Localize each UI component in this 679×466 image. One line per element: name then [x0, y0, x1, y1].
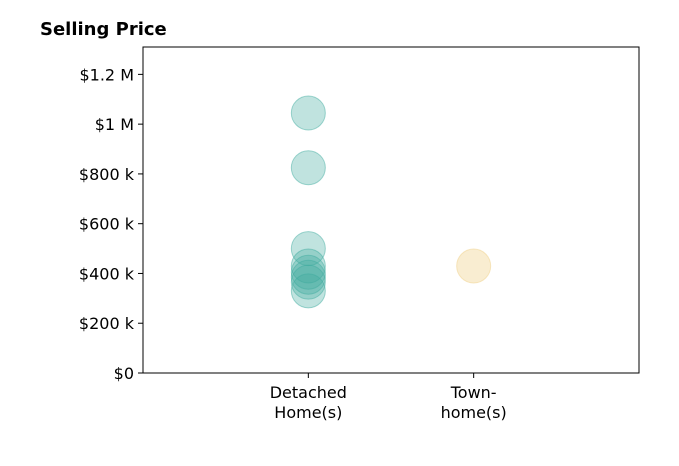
data-point: [290, 254, 326, 290]
data-point: [456, 248, 492, 284]
y-tick-label: $1.2 M: [79, 65, 134, 84]
y-tick-label: $0: [114, 364, 134, 383]
chart-title: Selling Price: [40, 19, 167, 40]
x-tick-label: home(s): [441, 403, 507, 422]
data-points: [290, 95, 492, 309]
x-tick-label: Home(s): [274, 403, 342, 422]
x-tick-label: Detached: [270, 383, 347, 402]
data-point: [290, 231, 326, 267]
y-tick-label: $400 k: [79, 264, 135, 283]
y-tick-label: $1 M: [95, 115, 134, 134]
data-point: [290, 95, 326, 131]
y-axis: $0 $200 k $400 k $600 k $800 k $1 M $1.2 M: [79, 65, 143, 383]
data-point: [290, 248, 326, 284]
plot-area: [142, 46, 640, 374]
y-tick-label: $600 k: [79, 215, 135, 234]
data-point: [290, 264, 326, 300]
y-tick-label: $200 k: [79, 314, 135, 333]
data-point: [290, 259, 326, 295]
y-tick-label: $800 k: [79, 165, 135, 184]
data-point: [290, 150, 326, 186]
data-point: [290, 273, 326, 309]
x-tick-label: Town-: [450, 383, 497, 402]
